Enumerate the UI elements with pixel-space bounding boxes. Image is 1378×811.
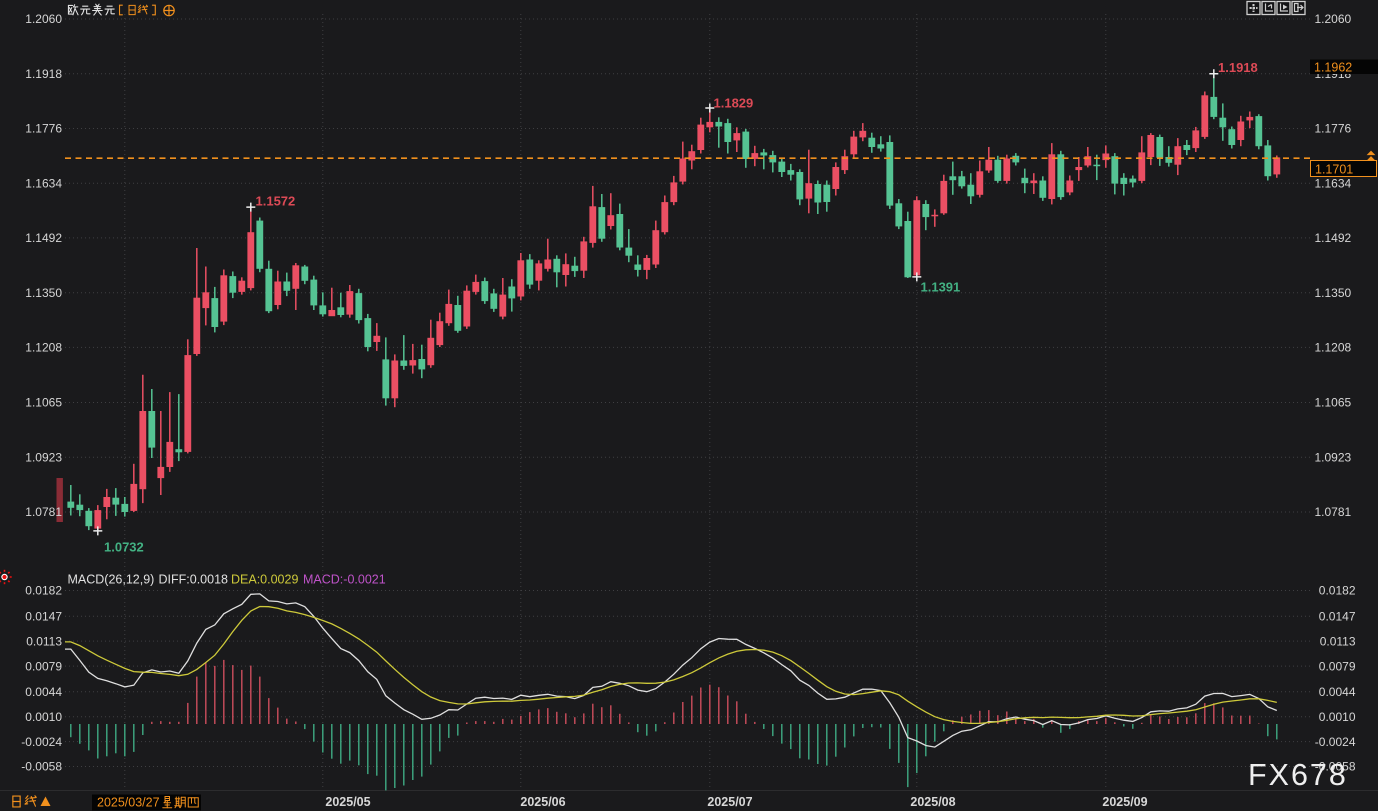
- svg-text:-0.0058: -0.0058: [21, 760, 62, 774]
- svg-text:0.0010: 0.0010: [25, 710, 62, 724]
- svg-text:0.0010: 0.0010: [1319, 710, 1356, 724]
- svg-text:1.1701: 1.1701: [1315, 163, 1353, 177]
- svg-text:0.0182: 0.0182: [1319, 584, 1356, 598]
- svg-text:0.0147: 0.0147: [25, 609, 62, 623]
- svg-text:1.2060: 1.2060: [1315, 12, 1352, 26]
- svg-text:1.1776: 1.1776: [25, 122, 62, 136]
- svg-text:2025/06: 2025/06: [520, 795, 565, 809]
- svg-text:FX678: FX678: [1248, 758, 1348, 792]
- svg-text:0.0079: 0.0079: [25, 659, 62, 673]
- svg-text:1.1208: 1.1208: [25, 341, 62, 355]
- svg-text:MACD(26,12,9): MACD(26,12,9): [68, 573, 155, 587]
- svg-text:1.0781: 1.0781: [1315, 505, 1352, 519]
- svg-text:DIFF:0.0018: DIFF:0.0018: [159, 573, 229, 587]
- svg-text:MACD:-0.0021: MACD:-0.0021: [303, 573, 386, 587]
- svg-text:0.0147: 0.0147: [1319, 609, 1356, 623]
- svg-text:1.0923: 1.0923: [1315, 450, 1352, 464]
- svg-text:1.1350: 1.1350: [1315, 286, 1352, 300]
- svg-text:1.1208: 1.1208: [1315, 341, 1352, 355]
- svg-text:1.0732: 1.0732: [104, 540, 144, 555]
- svg-text:1.1962: 1.1962: [1314, 61, 1352, 75]
- svg-text:1.1634: 1.1634: [25, 176, 62, 190]
- svg-text:1.1350: 1.1350: [25, 286, 62, 300]
- svg-text:-0.0024: -0.0024: [1315, 735, 1356, 749]
- svg-text:1.1492: 1.1492: [25, 231, 62, 245]
- svg-text:1.1634: 1.1634: [1315, 176, 1352, 190]
- svg-text:2025/07: 2025/07: [707, 795, 752, 809]
- svg-text:-0.0024: -0.0024: [21, 735, 62, 749]
- svg-text:0.0182: 0.0182: [25, 584, 62, 598]
- svg-text:1.0923: 1.0923: [25, 450, 62, 464]
- svg-text:1.1918: 1.1918: [25, 67, 62, 81]
- svg-text:0.0113: 0.0113: [26, 634, 62, 648]
- svg-text:1.1065: 1.1065: [1315, 396, 1352, 410]
- svg-text:2025/03/27: 2025/03/27: [97, 796, 160, 810]
- svg-text:1.1391: 1.1391: [921, 280, 961, 295]
- svg-text:1.1918: 1.1918: [1218, 60, 1258, 75]
- svg-text:2025/08: 2025/08: [910, 795, 955, 809]
- svg-text:2025/05: 2025/05: [325, 795, 370, 809]
- svg-text:2025/09: 2025/09: [1102, 795, 1147, 809]
- svg-text:1.1829: 1.1829: [714, 96, 754, 111]
- svg-text:1.1776: 1.1776: [1315, 122, 1352, 136]
- svg-text:0.0113: 0.0113: [1320, 634, 1356, 648]
- svg-text:DEA:0.0029: DEA:0.0029: [231, 573, 298, 587]
- svg-text:1.1065: 1.1065: [25, 396, 62, 410]
- svg-text:-0.0058: -0.0058: [1315, 760, 1356, 774]
- svg-text:0.0079: 0.0079: [1319, 659, 1356, 673]
- svg-text:1.2060: 1.2060: [25, 12, 62, 26]
- svg-text:1.0781: 1.0781: [25, 505, 62, 519]
- svg-text:0.0044: 0.0044: [25, 685, 62, 699]
- svg-text:1.1572: 1.1572: [256, 194, 296, 209]
- svg-text:0.0044: 0.0044: [1319, 685, 1356, 699]
- svg-text:1.1492: 1.1492: [1315, 231, 1352, 245]
